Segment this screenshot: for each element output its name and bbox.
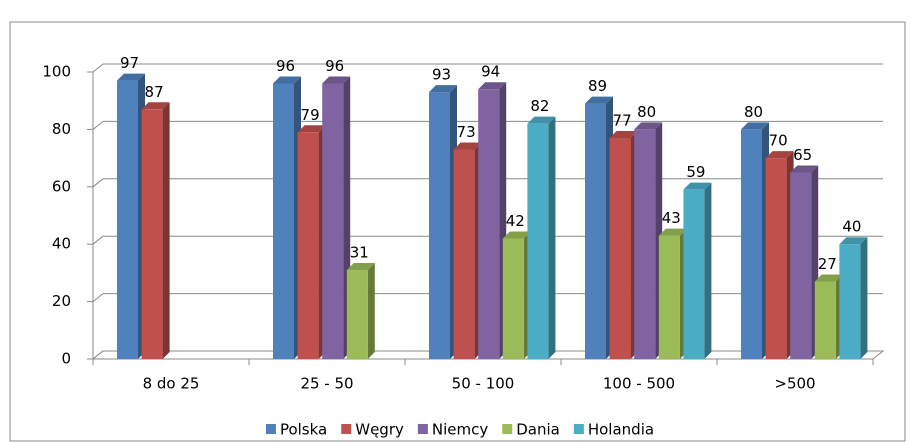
bar-top bbox=[765, 151, 794, 159]
bar-top bbox=[634, 122, 663, 130]
bar-top bbox=[478, 82, 507, 90]
data-label: 87 bbox=[145, 83, 164, 101]
bar bbox=[658, 235, 680, 359]
data-label: 93 bbox=[432, 66, 451, 84]
bar bbox=[141, 109, 163, 359]
bar bbox=[322, 83, 344, 359]
bar bbox=[765, 158, 787, 359]
legend-label: Polska bbox=[280, 421, 327, 439]
y-tick-label: 100 bbox=[42, 63, 71, 81]
data-label: 40 bbox=[842, 218, 861, 236]
bar-top bbox=[683, 182, 712, 190]
bar-top bbox=[453, 142, 482, 150]
x-tick-label: >500 bbox=[774, 375, 815, 393]
bar-top bbox=[141, 102, 170, 110]
bar bbox=[609, 138, 631, 359]
data-label: 65 bbox=[793, 146, 812, 164]
chart-frame bbox=[9, 21, 906, 442]
data-label: 79 bbox=[301, 106, 320, 124]
bar-top bbox=[429, 85, 457, 93]
bar bbox=[634, 129, 656, 359]
bar bbox=[683, 189, 705, 359]
x-tick-label: 25 - 50 bbox=[300, 375, 353, 393]
bar-top bbox=[839, 237, 868, 245]
bar bbox=[117, 80, 138, 360]
data-label: 31 bbox=[350, 244, 369, 262]
y-tick-label: 60 bbox=[52, 177, 71, 195]
data-label: 80 bbox=[744, 103, 763, 121]
data-label: 27 bbox=[818, 255, 837, 273]
bar-top bbox=[585, 96, 613, 104]
bar bbox=[814, 281, 836, 359]
legend-label: Holandia bbox=[588, 421, 654, 439]
bar bbox=[839, 244, 861, 359]
data-label: 96 bbox=[276, 57, 295, 75]
grid-diag bbox=[92, 350, 104, 360]
grid-diag bbox=[92, 293, 104, 302]
bar bbox=[273, 83, 294, 359]
bar bbox=[297, 132, 319, 359]
bar-top bbox=[658, 228, 687, 236]
bar bbox=[453, 149, 475, 359]
data-label: 89 bbox=[588, 77, 607, 95]
bar-top bbox=[346, 263, 375, 271]
bar bbox=[346, 270, 368, 359]
bar-top bbox=[297, 125, 326, 133]
bar bbox=[741, 129, 762, 359]
x-tick-label: 50 - 100 bbox=[452, 375, 515, 393]
data-label: 73 bbox=[457, 123, 476, 141]
bar-side bbox=[367, 263, 375, 359]
legend-label: Węgry bbox=[355, 421, 404, 439]
bar-top bbox=[790, 165, 819, 173]
bar-side bbox=[860, 237, 868, 359]
bar-top bbox=[117, 73, 145, 81]
data-label: 42 bbox=[506, 212, 525, 230]
bar-top bbox=[273, 76, 301, 84]
data-label: 80 bbox=[637, 103, 656, 121]
bar-top bbox=[741, 122, 769, 130]
legend-swatch bbox=[502, 424, 513, 434]
data-label: 82 bbox=[530, 97, 549, 115]
x-tick-label: 8 do 25 bbox=[143, 375, 200, 393]
grid-diag bbox=[92, 235, 104, 245]
legend-swatch bbox=[417, 424, 428, 434]
grid-diag bbox=[92, 178, 104, 188]
bar bbox=[478, 89, 500, 359]
data-label: 77 bbox=[613, 112, 632, 130]
data-label: 96 bbox=[325, 57, 344, 75]
bar-top bbox=[502, 231, 531, 239]
bar-top bbox=[527, 116, 556, 124]
bar-side bbox=[704, 182, 712, 359]
data-label: 43 bbox=[662, 209, 681, 227]
y-tick-label: 40 bbox=[52, 235, 71, 253]
y-tick-label: 20 bbox=[52, 292, 71, 310]
data-label: 59 bbox=[686, 163, 705, 181]
bar bbox=[527, 123, 549, 359]
x-tick-label: 100 - 500 bbox=[603, 375, 675, 393]
bar-top bbox=[322, 76, 351, 84]
bar bbox=[502, 238, 524, 359]
bar bbox=[790, 172, 812, 359]
y-tick-label: 0 bbox=[61, 350, 71, 368]
y-tick-label: 80 bbox=[52, 120, 71, 138]
data-label: 94 bbox=[481, 63, 500, 81]
bar-side bbox=[548, 116, 556, 359]
data-label: 70 bbox=[769, 132, 788, 150]
grid-diag bbox=[92, 63, 104, 73]
bar bbox=[585, 103, 606, 359]
bar bbox=[429, 92, 450, 359]
legend-swatch bbox=[341, 424, 352, 434]
legend-label: Dania bbox=[516, 421, 560, 439]
bar-side bbox=[162, 102, 170, 359]
legend-label: Niemcy bbox=[432, 421, 488, 439]
legend-swatch bbox=[573, 424, 584, 434]
bar-top bbox=[814, 274, 843, 282]
bar-top bbox=[609, 131, 638, 139]
grid-diag bbox=[92, 121, 104, 130]
legend-swatch bbox=[265, 424, 276, 434]
data-label: 97 bbox=[120, 54, 139, 72]
